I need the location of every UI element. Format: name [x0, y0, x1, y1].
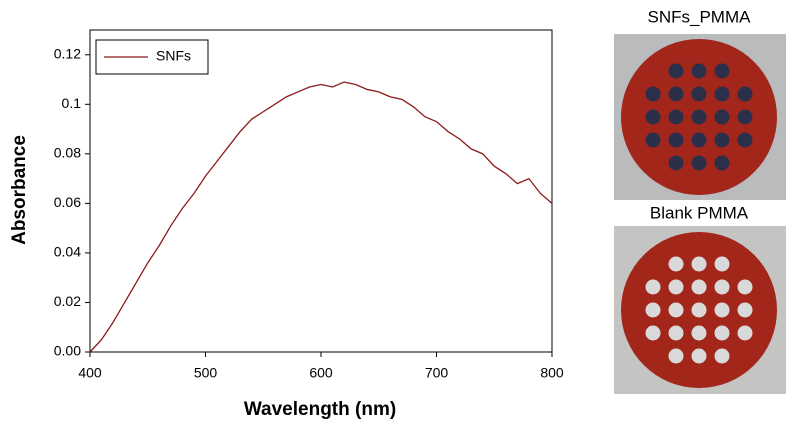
hole [668, 279, 684, 295]
hole [691, 279, 707, 295]
hole [691, 63, 707, 79]
hole [691, 86, 707, 102]
hole [714, 325, 730, 341]
hole [737, 109, 753, 125]
hole [737, 279, 753, 295]
x-tick-label: 500 [194, 365, 218, 381]
hole [714, 109, 730, 125]
hole [714, 155, 730, 171]
hole [668, 86, 684, 102]
photo-label: SNFs_PMMA [648, 7, 752, 26]
y-tick-label: 0.02 [54, 293, 81, 309]
hole [737, 132, 753, 148]
x-tick-label: 400 [78, 365, 102, 381]
y-axis-label: Absorbance [9, 135, 30, 245]
hole [691, 256, 707, 272]
y-tick-label: 0.06 [54, 194, 81, 210]
hole [668, 155, 684, 171]
y-tick-label: 0.04 [54, 244, 81, 260]
hole [645, 132, 661, 148]
hole [737, 86, 753, 102]
x-tick-label: 700 [425, 365, 449, 381]
hole [714, 63, 730, 79]
hole [714, 86, 730, 102]
hole [645, 86, 661, 102]
hole [691, 302, 707, 318]
y-tick-label: 0.1 [62, 95, 82, 111]
hole [668, 302, 684, 318]
hole [714, 279, 730, 295]
y-tick-label: 0.12 [54, 45, 81, 61]
hole [668, 109, 684, 125]
hole [691, 155, 707, 171]
hole [668, 348, 684, 364]
hole [737, 325, 753, 341]
hole [691, 348, 707, 364]
legend-label: SNFs [156, 48, 191, 64]
hole [645, 109, 661, 125]
hole [714, 256, 730, 272]
y-tick-label: 0.00 [54, 343, 81, 359]
photo-label: Blank PMMA [650, 203, 749, 222]
hole [691, 132, 707, 148]
plot-frame [89, 29, 553, 353]
hole [668, 325, 684, 341]
y-tick-label: 0.08 [54, 145, 81, 161]
hole [691, 109, 707, 125]
hole [714, 348, 730, 364]
hole [737, 302, 753, 318]
x-tick-label: 800 [540, 365, 564, 381]
x-tick-label: 600 [309, 365, 333, 381]
data-line [89, 81, 553, 353]
hole [714, 302, 730, 318]
hole [645, 279, 661, 295]
hole [714, 132, 730, 148]
x-axis-label: Wavelength (nm) [244, 399, 396, 420]
hole [691, 325, 707, 341]
hole [668, 132, 684, 148]
hole [645, 302, 661, 318]
hole [668, 63, 684, 79]
hole [645, 325, 661, 341]
hole [668, 256, 684, 272]
